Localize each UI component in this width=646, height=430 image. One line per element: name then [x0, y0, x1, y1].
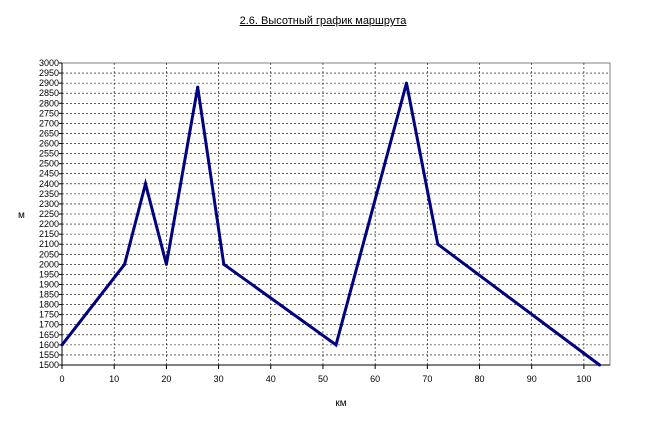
y-tick-label: 2650	[39, 128, 59, 138]
y-axis-label: м	[18, 210, 25, 221]
y-tick-label: 1650	[39, 330, 59, 340]
data-point	[123, 262, 127, 266]
y-tick-label: 1850	[39, 290, 59, 300]
x-tick-label: 60	[370, 374, 380, 384]
x-tick-label: 80	[475, 374, 485, 384]
elevation-series-line	[60, 82, 601, 367]
y-tick-label: 1600	[39, 340, 59, 350]
y-tick-label: 2850	[39, 88, 59, 98]
data-point	[144, 182, 148, 186]
data-point	[404, 81, 408, 85]
x-tick-label: 10	[109, 374, 119, 384]
y-tick-label: 2500	[39, 159, 59, 169]
y-tick-label: 2200	[39, 219, 59, 229]
y-tick-label: 2600	[39, 139, 59, 149]
y-tick-label: 2750	[39, 108, 59, 118]
data-point	[60, 343, 64, 347]
data-point	[196, 85, 200, 89]
y-tick-label: 2450	[39, 169, 59, 179]
data-point	[164, 262, 168, 266]
y-tick-label: 2800	[39, 98, 59, 108]
y-tick-label: 2300	[39, 199, 59, 209]
x-tick-label: 50	[318, 374, 328, 384]
y-tick-label: 1550	[39, 350, 59, 360]
x-tick-label: 40	[266, 374, 276, 384]
y-tick-label: 1700	[39, 320, 59, 330]
y-tick-label: 1950	[39, 269, 59, 279]
x-axis-label: км	[335, 398, 346, 409]
y-tick-label: 2100	[39, 239, 59, 249]
y-tick-label: 2000	[39, 259, 59, 269]
x-tick-label: 20	[161, 374, 171, 384]
data-point	[436, 242, 440, 246]
chart-title: 2.6. Высотный график маршрута	[239, 15, 407, 27]
y-tick-label: 1900	[39, 279, 59, 289]
y-tick-label: 1800	[39, 300, 59, 310]
x-tick-label: 30	[214, 374, 224, 384]
x-tick-label: 0	[59, 374, 64, 384]
y-tick-label: 2900	[39, 78, 59, 88]
x-tick-label: 90	[527, 374, 537, 384]
series-layer	[60, 81, 602, 367]
y-tick-label: 2400	[39, 179, 59, 189]
x-tick-label: 70	[422, 374, 432, 384]
y-tick-label: 2250	[39, 209, 59, 219]
data-point	[334, 343, 338, 347]
y-tick-label: 2350	[39, 189, 59, 199]
tick-labels: 1500155016001650170017501800185019001950…	[39, 58, 591, 384]
y-tick-label: 2550	[39, 149, 59, 159]
y-tick-label: 1750	[39, 310, 59, 320]
data-point	[222, 262, 226, 266]
grid-lines	[59, 62, 610, 369]
x-tick-label: 100	[576, 374, 591, 384]
y-tick-label: 2150	[39, 229, 59, 239]
y-tick-label: 2700	[39, 118, 59, 128]
y-tick-label: 1500	[39, 360, 59, 370]
y-tick-label: 3000	[39, 58, 59, 68]
y-tick-label: 2050	[39, 249, 59, 259]
y-tick-label: 2950	[39, 68, 59, 78]
data-point	[598, 363, 602, 367]
